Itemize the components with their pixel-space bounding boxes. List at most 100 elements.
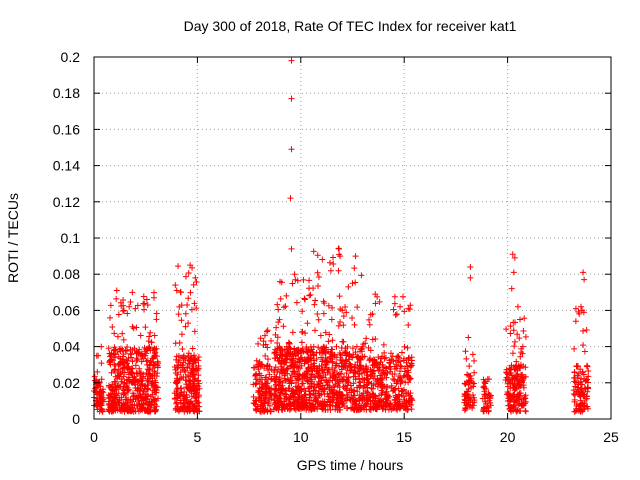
data-point <box>177 400 184 407</box>
data-point <box>318 345 325 352</box>
data-point <box>186 360 193 367</box>
data-point <box>461 407 468 414</box>
data-point <box>404 344 411 351</box>
data-point <box>386 400 393 407</box>
data-point <box>149 372 156 379</box>
data-point <box>191 385 198 392</box>
data-point <box>336 370 343 377</box>
data-point <box>324 399 331 406</box>
data-point <box>119 307 126 314</box>
data-point <box>111 368 118 375</box>
data-point <box>335 322 342 329</box>
data-point <box>148 359 155 366</box>
data-point <box>141 396 148 403</box>
data-point <box>261 332 268 339</box>
data-point <box>259 361 266 368</box>
y-tick-label: 0.1 <box>61 230 81 246</box>
data-point <box>378 355 385 362</box>
data-point <box>264 356 271 363</box>
data-point <box>97 401 104 408</box>
data-point <box>122 347 129 354</box>
data-point <box>117 360 124 367</box>
data-point <box>273 386 280 393</box>
data-point <box>572 305 579 312</box>
x-tick-label: 25 <box>603 429 619 445</box>
data-point <box>142 383 149 390</box>
data-point <box>405 356 412 363</box>
data-point <box>186 407 193 414</box>
data-point <box>507 407 514 414</box>
data-point <box>318 391 325 398</box>
data-point <box>338 366 345 373</box>
data-point <box>585 367 592 374</box>
data-point <box>314 269 321 276</box>
data-point <box>177 385 184 392</box>
data-point <box>124 384 131 391</box>
data-point <box>188 306 195 313</box>
data-point <box>129 358 136 365</box>
data-point <box>252 381 259 388</box>
data-point <box>331 367 338 374</box>
data-point <box>185 269 192 276</box>
data-point <box>371 358 378 365</box>
data-point <box>175 263 182 270</box>
data-point <box>386 360 393 367</box>
data-point <box>506 397 513 404</box>
data-point <box>107 314 114 321</box>
data-point <box>187 262 194 269</box>
data-point <box>512 366 519 373</box>
data-point <box>126 303 133 310</box>
data-point <box>113 392 120 399</box>
data-point <box>405 379 412 386</box>
data-point <box>130 392 137 399</box>
data-point <box>291 345 298 352</box>
data-point <box>322 371 329 378</box>
data-point <box>147 408 154 415</box>
data-point <box>283 359 290 366</box>
data-point <box>321 385 328 392</box>
data-point <box>580 269 587 276</box>
data-point <box>271 391 278 398</box>
data-point <box>109 408 116 415</box>
data-point <box>509 350 516 357</box>
data-point <box>297 406 304 413</box>
data-point <box>145 344 152 351</box>
data-point <box>182 406 189 413</box>
data-point <box>265 367 272 374</box>
data-point <box>138 397 145 404</box>
data-point <box>278 352 285 359</box>
data-point <box>514 378 521 385</box>
data-point <box>516 377 523 384</box>
data-point <box>311 403 318 410</box>
data-point <box>387 350 394 357</box>
data-point <box>471 357 478 364</box>
data-point <box>135 398 142 405</box>
data-point <box>521 315 528 322</box>
data-point <box>462 406 469 413</box>
data-point <box>100 396 107 403</box>
data-point <box>335 267 342 274</box>
data-point <box>281 375 288 382</box>
data-point <box>301 372 308 379</box>
data-point <box>120 336 127 343</box>
data-point <box>306 391 313 398</box>
data-point <box>288 402 295 409</box>
data-point <box>319 368 326 375</box>
data-point <box>255 340 262 347</box>
data-point <box>372 291 379 298</box>
data-point <box>576 310 583 317</box>
data-point <box>509 251 516 258</box>
data-point <box>324 379 331 386</box>
data-point <box>578 303 585 310</box>
data-point <box>195 407 202 414</box>
data-point <box>383 388 390 395</box>
data-point <box>133 324 140 331</box>
data-point <box>184 394 191 401</box>
data-point <box>364 396 371 403</box>
data-point <box>275 400 282 407</box>
data-point <box>121 408 128 415</box>
data-point <box>350 351 357 358</box>
data-point <box>115 311 122 318</box>
data-point <box>148 402 155 409</box>
data-point <box>192 274 199 281</box>
